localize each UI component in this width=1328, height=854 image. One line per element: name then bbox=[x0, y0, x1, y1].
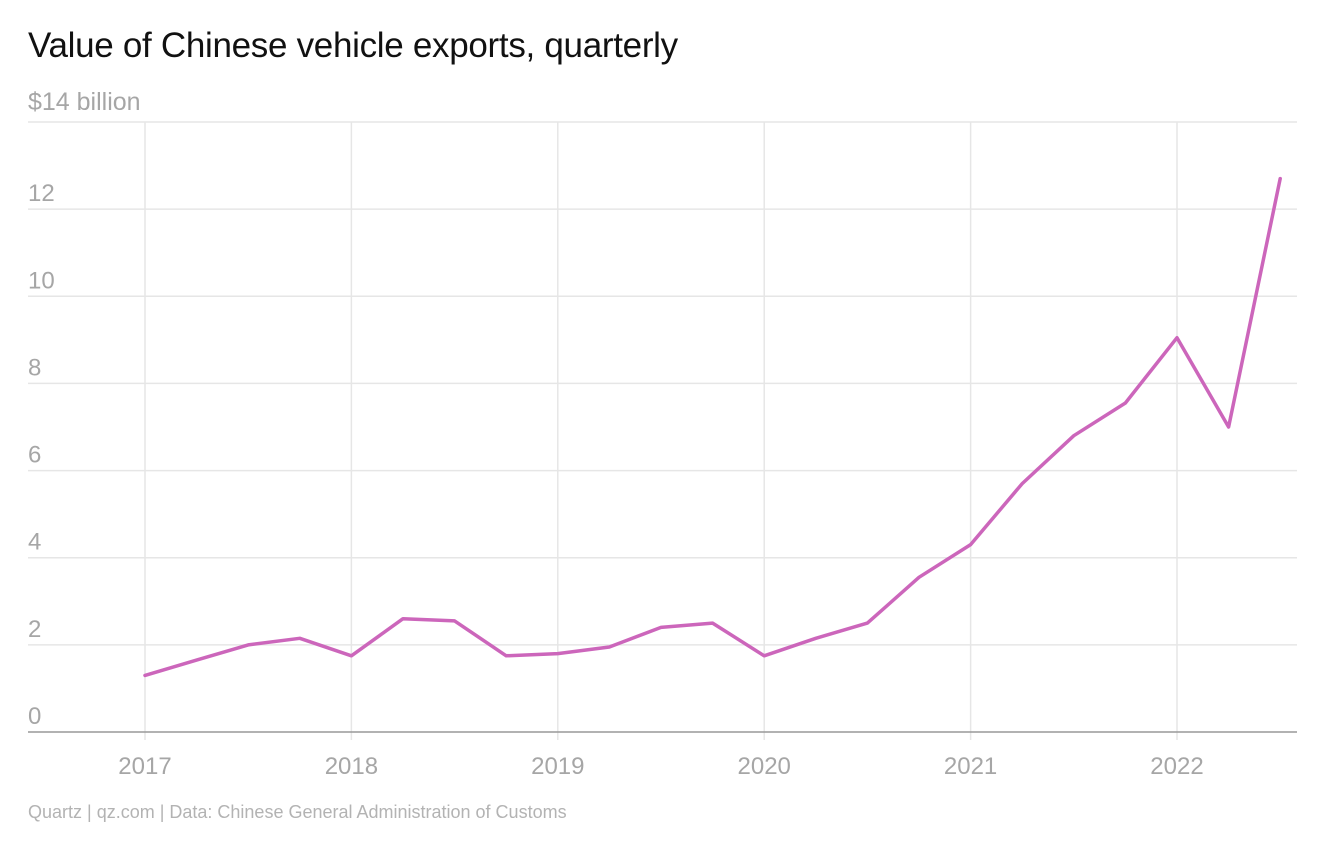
source-footer: Quartz | qz.com | Data: Chinese General … bbox=[28, 802, 567, 822]
y-tick-labels: 0 2 4 6 8 10 12 bbox=[28, 180, 55, 730]
series-lines bbox=[143, 176, 1282, 678]
x-tick-label: 2017 bbox=[118, 753, 171, 780]
y-tick-label: 8 bbox=[28, 354, 41, 381]
y-tick-label: 6 bbox=[28, 442, 41, 469]
y-axis-unit-label: $14 billion bbox=[28, 88, 141, 116]
x-tick-label: 2021 bbox=[944, 753, 997, 780]
x-tick-label: 2022 bbox=[1150, 753, 1203, 780]
y-tick-label: 12 bbox=[28, 180, 55, 207]
y-gridlines bbox=[28, 121, 1297, 646]
y-tick-label: 4 bbox=[28, 529, 41, 556]
series-line bbox=[143, 176, 1282, 678]
x-tick-label: 2018 bbox=[325, 753, 378, 780]
y-tick-label: 10 bbox=[28, 267, 55, 294]
x-tick-labels: 2017 2018 2019 2020 2021 2022 bbox=[118, 753, 1203, 780]
y-tick-label: 0 bbox=[28, 703, 41, 730]
x-gridlines bbox=[144, 122, 1178, 740]
chart-title: Value of Chinese vehicle exports, quarte… bbox=[28, 26, 678, 65]
x-tick-label: 2019 bbox=[531, 753, 584, 780]
x-tick-label: 2020 bbox=[738, 753, 791, 780]
y-tick-label: 2 bbox=[28, 616, 41, 643]
